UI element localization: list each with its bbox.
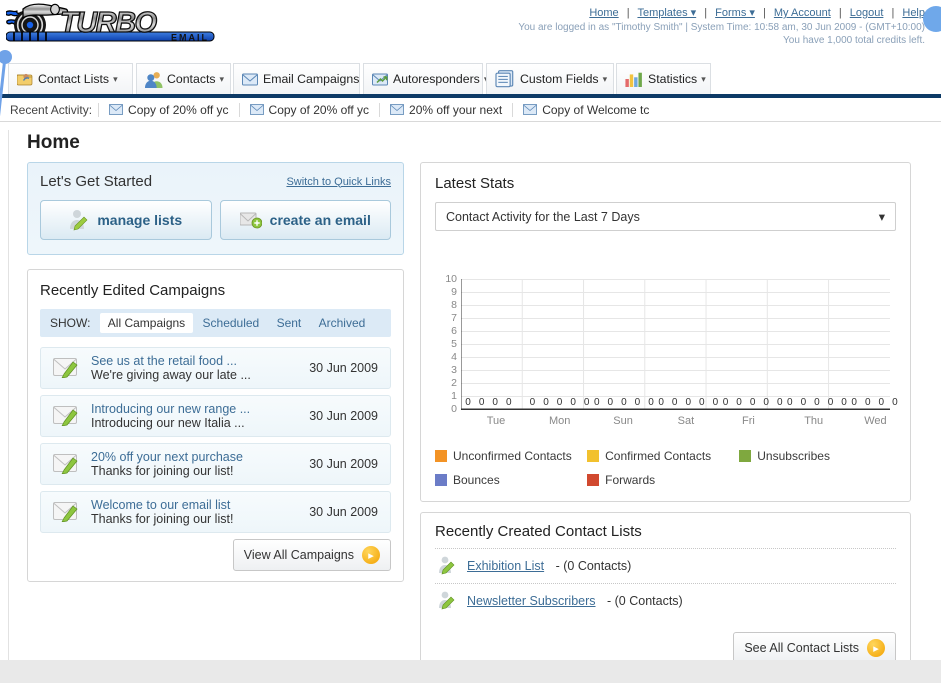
svg-text:TURBO: TURBO — [60, 7, 158, 39]
svg-text:EMAIL: EMAIL — [171, 33, 209, 43]
